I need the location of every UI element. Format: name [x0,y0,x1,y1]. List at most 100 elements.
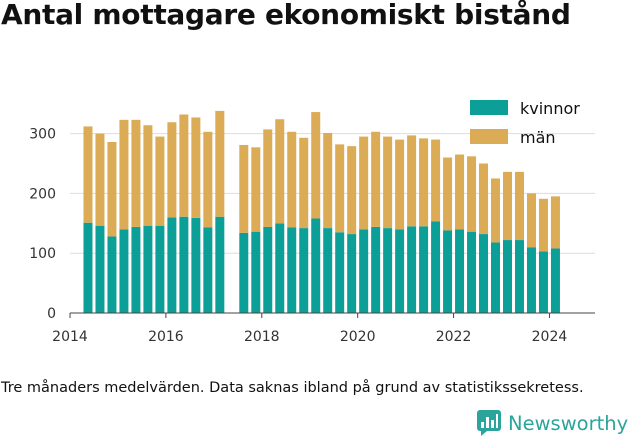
y-tick-label: 0 [47,306,56,322]
brand: Newsworthy [476,407,628,439]
bar-kvinnor [407,226,417,313]
newsworthy-logo-icon [477,410,501,436]
bar-kvinnor [215,216,225,313]
bar-man [275,119,285,224]
bar-man [155,136,165,226]
bars [83,110,560,313]
bar-man [526,193,536,248]
bar-man [215,110,225,217]
bar-man [203,131,213,228]
bar-kvinnor [143,225,153,313]
bar-kvinnor [167,217,177,313]
bar-man [407,135,417,227]
legend-label-kvinnor: kvinnor [520,99,580,118]
bar-man [479,163,489,235]
bar-man [514,171,524,241]
bar-kvinnor [371,226,381,313]
legend-swatch-kvinnor [470,100,508,115]
x-tick-label: 2020 [340,329,376,345]
bar-kvinnor [383,228,393,313]
bar-man [538,198,548,252]
x-tick-label: 2014 [52,329,88,345]
bar-man [503,171,512,241]
bar-man [371,131,381,227]
bar-man [107,141,117,237]
legend-label-man: män [520,128,556,147]
bar-man [431,139,441,222]
bar-kvinnor [503,240,512,313]
bar-kvinnor [323,228,333,313]
bar-man [323,133,333,229]
x-tick-label: 2016 [148,329,184,345]
bar-kvinnor [179,216,189,313]
bar-kvinnor [239,232,249,313]
bar-kvinnor [203,227,213,313]
bar-man [95,133,105,226]
x-axis-ticks: 2014 2016 2018 2020 2022 2024 [52,313,567,345]
bar-man [299,137,309,229]
bar-man [347,146,357,235]
bar-kvinnor [491,242,501,313]
bar-kvinnor [526,247,536,313]
bar-man [119,119,129,230]
bar-man [263,129,273,227]
bar-man [143,125,153,226]
bar-man [311,112,321,219]
bar-man [287,131,297,228]
x-tick-label: 2024 [532,329,568,345]
bar-man [550,196,560,249]
bar-kvinnor [419,226,429,313]
chart-caption: Tre månaders medelvärden. Data saknas ib… [1,380,584,396]
bar-kvinnor [443,230,453,313]
bar-man [443,157,453,231]
bar-man [167,122,177,218]
chart-title: Antal mottagare ekonomiskt bistånd [1,0,571,31]
bar-kvinnor [287,227,297,313]
bar-man [83,126,93,223]
bar-kvinnor [107,236,117,313]
bar-kvinnor [431,221,441,313]
bar-man [467,156,477,232]
legend-swatch-man [470,129,508,144]
bar-man [251,147,261,232]
y-tick-label: 200 [29,186,56,202]
bar-kvinnor [514,240,524,313]
bar-kvinnor [275,223,285,313]
legend: kvinnor män [470,99,580,147]
bar-man [359,136,369,230]
y-tick-label: 100 [29,246,56,262]
bar-kvinnor [347,234,357,313]
bar-kvinnor [191,217,201,313]
bar-man [239,144,249,233]
bar-kvinnor [335,232,345,313]
x-tick-label: 2022 [436,329,472,345]
bar-man [131,119,141,227]
bar-kvinnor [395,229,405,313]
bar-man [491,178,501,243]
bar-kvinnor [467,231,477,313]
bar-man [455,154,465,230]
bar-man [383,136,393,229]
bar-man [395,139,405,230]
bar-kvinnor [311,218,321,313]
bar-kvinnor [299,228,309,313]
bar-kvinnor [479,234,489,313]
bar-kvinnor [155,225,165,313]
bar-kvinnor [95,225,105,313]
brand-name: Newsworthy [508,411,629,435]
y-axis-ticks: 0 100 200 300 [29,127,56,322]
bar-man [419,138,429,227]
bar-man [179,114,189,217]
y-tick-label: 300 [29,127,56,143]
bar-man [191,117,201,218]
bar-kvinnor [251,231,261,313]
bar-kvinnor [119,229,129,313]
x-tick-label: 2018 [244,329,280,345]
bar-man [335,144,345,233]
bar-kvinnor [455,229,465,313]
bar-kvinnor [359,229,369,313]
bar-kvinnor [131,226,141,313]
bar-kvinnor [83,222,93,313]
bar-kvinnor [550,248,560,313]
